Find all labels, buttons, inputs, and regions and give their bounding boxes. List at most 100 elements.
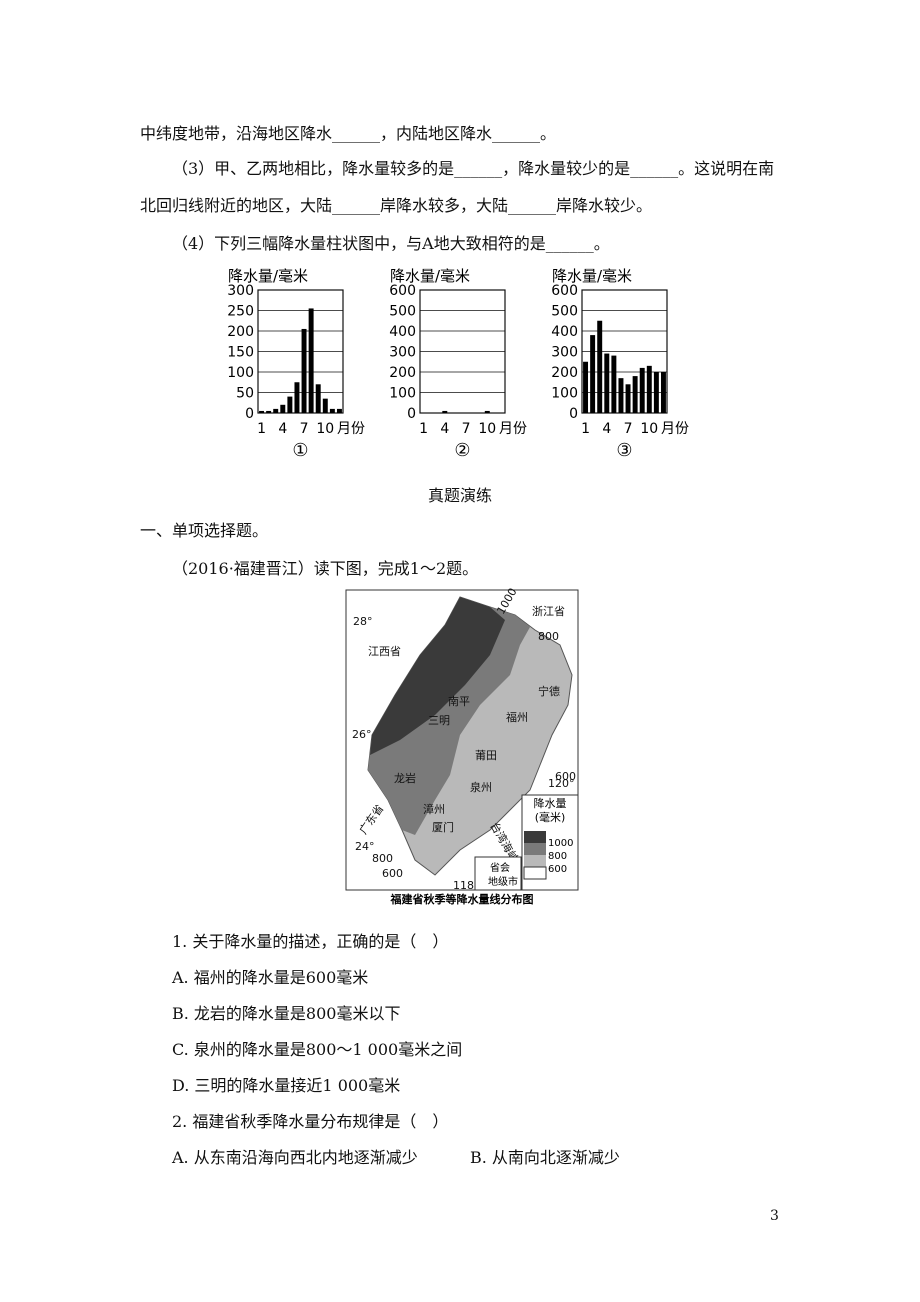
x-tick-label: 1 xyxy=(581,421,590,437)
y-tick-label: 500 xyxy=(551,304,578,320)
y-tick-label: 200 xyxy=(551,365,578,381)
map-label: 24° xyxy=(355,840,375,853)
y-axis-label: 降水量/毫米 xyxy=(390,267,470,285)
x-axis-label: 月份 xyxy=(337,421,365,437)
y-tick-label: 600 xyxy=(551,283,578,299)
map-label: 宁德 xyxy=(538,684,560,698)
bar xyxy=(259,410,265,413)
y-tick-label: 100 xyxy=(551,386,578,402)
bar xyxy=(315,384,321,413)
section-title: 真题演练 xyxy=(427,486,492,505)
map-label: 漳州 xyxy=(423,802,445,816)
bar xyxy=(287,396,293,413)
y-tick-label: 300 xyxy=(227,283,254,299)
y-tick-label: 100 xyxy=(227,365,254,381)
bar xyxy=(301,328,307,413)
y-axis-label: 降水量/毫米 xyxy=(228,267,308,285)
option: C. 泉州的降水量是800～1 000毫米之间 xyxy=(172,1040,463,1059)
option: B. 龙岩的降水量是800毫米以下 xyxy=(172,1004,401,1023)
map-label: 福州 xyxy=(506,710,528,724)
x-tick-label: 4 xyxy=(602,421,611,437)
legend-value: 1000 xyxy=(548,838,573,849)
legend-swatch xyxy=(524,843,546,855)
map-label: 三明 xyxy=(428,714,450,727)
x-tick-label: 7 xyxy=(462,421,471,437)
map-label: 泉州 xyxy=(470,780,492,794)
legend-swatch xyxy=(523,866,547,880)
chart-caption: ② xyxy=(454,440,470,461)
map-label: 江西省 xyxy=(368,645,401,658)
legend-swatch xyxy=(524,831,546,843)
bar xyxy=(604,353,610,413)
x-tick-label: 10 xyxy=(316,421,334,437)
bar xyxy=(639,367,645,413)
x-axis-label: 月份 xyxy=(499,421,527,437)
legend-value: 600 xyxy=(548,864,567,875)
map-label: 118° xyxy=(453,879,480,892)
bar xyxy=(273,408,279,413)
bar xyxy=(646,365,652,413)
x-tick-label: 7 xyxy=(624,421,633,437)
map-label: 厦门 xyxy=(432,820,454,834)
map-frame xyxy=(345,589,579,891)
map-label: 120° xyxy=(548,777,575,790)
bar xyxy=(322,398,328,413)
bar xyxy=(280,404,286,413)
y-tick-label: 500 xyxy=(389,304,416,320)
chart-caption: ③ xyxy=(616,440,632,461)
bar xyxy=(625,384,631,413)
bar xyxy=(611,355,617,413)
bar xyxy=(660,372,666,413)
map-label: 600 xyxy=(555,770,576,783)
y-tick-label: 400 xyxy=(389,324,416,340)
y-tick-label: 600 xyxy=(389,283,416,299)
legend-value: 800 xyxy=(548,851,567,862)
y-tick-label: 200 xyxy=(389,365,416,381)
y-tick-label: 200 xyxy=(227,324,254,340)
bar xyxy=(484,410,490,413)
question-stem: 1. 关于降水量的描述，正确的是（ ） xyxy=(172,932,449,951)
x-tick-label: 1 xyxy=(257,421,266,437)
map-label: 28° xyxy=(353,615,373,628)
y-tick-label: 0 xyxy=(245,406,254,422)
map-caption: 福建省秋季等降水量线分布图 xyxy=(390,892,534,906)
region-800 xyxy=(368,597,530,835)
legend-capital: 省会 xyxy=(490,861,510,874)
legend-unit: (毫米) xyxy=(535,810,566,824)
page-number: 3 xyxy=(770,1208,779,1224)
y-axis-label: 降水量/毫米 xyxy=(552,267,632,285)
y-tick-label: 100 xyxy=(389,386,416,402)
bar xyxy=(336,408,342,413)
option: B. 从南向北逐渐减少 xyxy=(470,1148,620,1167)
map-label: 莆田 xyxy=(475,749,497,762)
bar xyxy=(329,408,335,413)
x-tick-label: 7 xyxy=(300,421,309,437)
y-tick-label: 150 xyxy=(227,345,254,361)
chart-caption: ① xyxy=(292,440,308,461)
map-label: 800 xyxy=(538,630,559,643)
legend-swatch xyxy=(524,855,546,867)
x-tick-label: 1 xyxy=(419,421,428,437)
option: A. 福州的降水量是600毫米 xyxy=(172,968,369,987)
x-tick-label: 10 xyxy=(640,421,658,437)
map-label: 800 xyxy=(372,852,393,865)
text-line: 中纬度地带，沿海地区降水______，内陆地区降水______。 xyxy=(140,124,557,143)
bar xyxy=(632,376,638,413)
intro: （2016·福建晋江）读下图，完成1～2题。 xyxy=(172,559,479,578)
bar xyxy=(597,320,603,413)
legend-title: 降水量 xyxy=(534,796,567,810)
part-title: 一、单项选择题。 xyxy=(140,521,269,540)
x-tick-label: 4 xyxy=(278,421,287,437)
bar xyxy=(294,382,300,413)
x-tick-label: 4 xyxy=(440,421,449,437)
y-tick-label: 50 xyxy=(236,386,254,402)
y-tick-label: 400 xyxy=(551,324,578,340)
map-label: 26° xyxy=(352,728,372,741)
bar xyxy=(653,372,659,413)
bar xyxy=(266,410,272,413)
y-tick-label: 0 xyxy=(407,406,416,422)
map-label: 南平 xyxy=(448,695,470,708)
map-label: 浙江省 xyxy=(532,605,565,618)
y-tick-label: 300 xyxy=(551,345,578,361)
